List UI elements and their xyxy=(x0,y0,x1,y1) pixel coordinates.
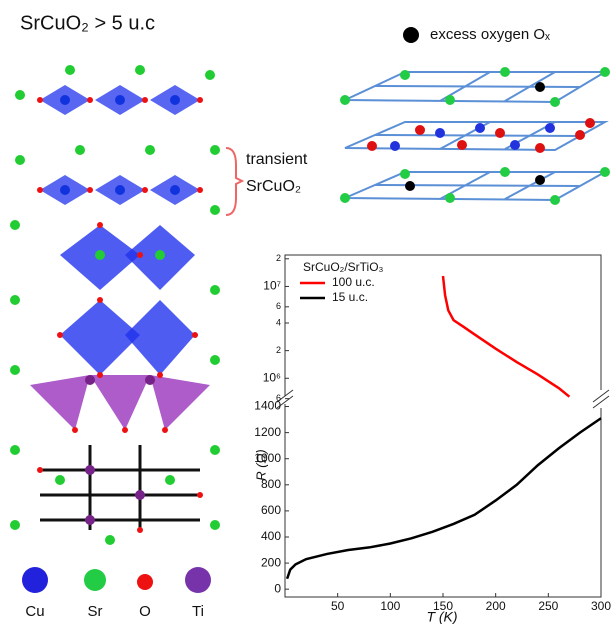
y-tick-label: 600 xyxy=(261,503,281,517)
x-tick-label: 50 xyxy=(331,599,345,613)
atom-legend-marker xyxy=(84,569,106,591)
y2-tick-label: 10⁷ xyxy=(263,279,281,293)
atom-legend-marker xyxy=(185,567,211,593)
y2-tick-label: 4 xyxy=(276,317,281,327)
bracket xyxy=(225,147,245,216)
atom-legend-marker xyxy=(22,567,48,593)
x-tick-label: 100 xyxy=(380,599,400,613)
legend-title: SrCuO₂/SrTiO₃ xyxy=(303,260,384,274)
oxygen-marker xyxy=(403,27,419,43)
y2-tick-label: 10⁶ xyxy=(263,370,281,384)
bracket-label: SrCuO₂ xyxy=(246,178,301,195)
y-tick-label: 800 xyxy=(261,477,281,491)
annotation: excess oxygen Oₓ xyxy=(430,26,550,43)
legend-label: 100 u.c. xyxy=(332,275,375,289)
x-tick-label: 150 xyxy=(433,599,453,613)
title: SrCuO₂ > 5 u.c xyxy=(20,12,155,34)
y2-tick-label: 6 xyxy=(276,393,281,403)
y-tick-label: 1000 xyxy=(254,451,281,465)
atom-legend-label: Sr xyxy=(88,603,103,620)
series-line xyxy=(285,417,602,580)
y2-tick-label: 2 xyxy=(276,345,281,355)
atom-legend-label: Ti xyxy=(192,603,204,620)
crystal-structure xyxy=(10,65,220,545)
y2-tick-label: 6 xyxy=(276,301,281,311)
y-tick-label: 200 xyxy=(261,555,281,569)
x-tick-label: 200 xyxy=(486,599,506,613)
atom-legend-marker xyxy=(137,574,153,590)
series-line xyxy=(441,275,571,398)
y-axis-label: R (Ω) xyxy=(253,449,268,481)
legend-label: 15 u.c. xyxy=(332,290,368,304)
oxygen-planes xyxy=(344,71,609,202)
y-tick-label: 400 xyxy=(261,529,281,543)
y2-tick-label: 2 xyxy=(276,253,281,263)
plane-atoms xyxy=(340,67,610,205)
x-axis-label: T (K) xyxy=(426,609,457,624)
bracket-label: transient xyxy=(246,151,308,168)
y-tick-label: 0 xyxy=(274,581,281,595)
y-tick-label: 1400 xyxy=(254,399,281,413)
plot-frame xyxy=(276,254,610,598)
y-tick-label: 1200 xyxy=(254,425,281,439)
atom-legend-label: O xyxy=(139,603,151,620)
atom-legend-label: Cu xyxy=(25,603,44,620)
x-tick-label: 300 xyxy=(591,599,611,613)
x-tick-label: 250 xyxy=(538,599,558,613)
